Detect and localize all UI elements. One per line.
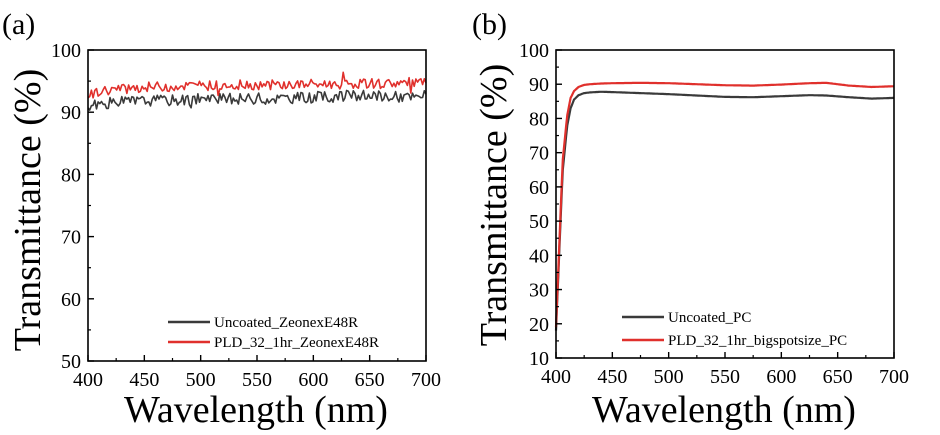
y-tick-label-a-1: 60 xyxy=(61,289,81,311)
y-tick-label-a-3: 80 xyxy=(61,164,81,186)
legend-label-b-0: Uncoated_PC xyxy=(668,310,751,326)
y-tick-label-b-6: 70 xyxy=(529,143,549,165)
x-tick-label-b-6: 700 xyxy=(879,366,909,388)
series-line-b-0 xyxy=(554,90,895,331)
panel-label-b: (b) xyxy=(472,8,507,41)
x-axis-title-b: Wavelength (nm) xyxy=(592,389,856,431)
x-tick-label-a-6: 700 xyxy=(411,369,441,391)
chart-panel-b: (b) Transmittance (%) Wavelength (nm) 40… xyxy=(472,8,909,431)
y-tick-label-a-5: 100 xyxy=(51,40,81,62)
x-tick-label-a-5: 650 xyxy=(355,369,385,391)
x-tick-label-a-0: 400 xyxy=(73,369,103,391)
series-line-b-1 xyxy=(554,81,895,328)
y-tick-label-b-2: 30 xyxy=(529,280,549,302)
y-tick-label-b-8: 90 xyxy=(529,74,549,96)
y-tick-label-b-4: 50 xyxy=(529,211,549,233)
legend-label-b-1: PLD_32_1hr_bigspotsize_PC xyxy=(668,333,847,349)
legend-a: Uncoated_ZeonexE48R PLD_32_1hr_ZeonexE48… xyxy=(168,315,379,351)
panel-label-a: (a) xyxy=(2,8,35,41)
legend-b: Uncoated_PC PLD_32_1hr_bigspotsize_PC xyxy=(622,310,847,349)
chart-panel-a: (a) Transmittance (%) Wavelength (nm) 40… xyxy=(2,8,441,431)
x-tick-label-a-3: 550 xyxy=(242,369,272,391)
x-tick-label-a-4: 600 xyxy=(298,369,328,391)
x-tick-label-b-1: 450 xyxy=(597,366,627,388)
legend-label-a-1: PLD_32_1hr_ZeonexE48R xyxy=(214,335,379,351)
x-tick-label-a-2: 500 xyxy=(186,369,216,391)
x-axis-title-a: Wavelength (nm) xyxy=(124,389,388,431)
y-tick-label-b-3: 40 xyxy=(529,245,549,267)
y-tick-label-a-4: 90 xyxy=(61,102,81,124)
y-tick-label-b-0: 10 xyxy=(529,348,549,370)
x-tick-label-b-4: 600 xyxy=(766,366,796,388)
y-tick-label-b-5: 60 xyxy=(529,177,549,199)
y-tick-label-b-7: 80 xyxy=(529,108,549,130)
y-tick-label-b-9: 100 xyxy=(519,40,549,62)
x-tick-label-b-2: 500 xyxy=(654,366,684,388)
y-tick-label-a-2: 70 xyxy=(61,227,81,249)
y-tick-label-a-0: 50 xyxy=(61,351,81,373)
x-tick-label-b-3: 550 xyxy=(710,366,740,388)
x-tick-label-a-1: 450 xyxy=(129,369,159,391)
plot-area-b: 400 450 500 550 600 650 700 10 20 30 40 50 60 70 80 90 1… xyxy=(519,40,909,388)
x-tick-label-b-5: 650 xyxy=(823,366,853,388)
legend-label-a-0: Uncoated_ZeonexE48R xyxy=(214,315,358,331)
series-line-a-0 xyxy=(87,89,427,111)
y-tick-label-b-1: 20 xyxy=(529,314,549,336)
plot-area-a: 400 450 500 550 600 650 700 50 60 70 80 90 100 xyxy=(51,40,441,391)
x-tick-label-b-0: 400 xyxy=(541,366,571,388)
y-axis-title-b: Transmittance (%) xyxy=(473,64,515,346)
series-line-a-1 xyxy=(87,71,427,99)
y-axis-title-a: Transmittance (%) xyxy=(7,69,49,351)
